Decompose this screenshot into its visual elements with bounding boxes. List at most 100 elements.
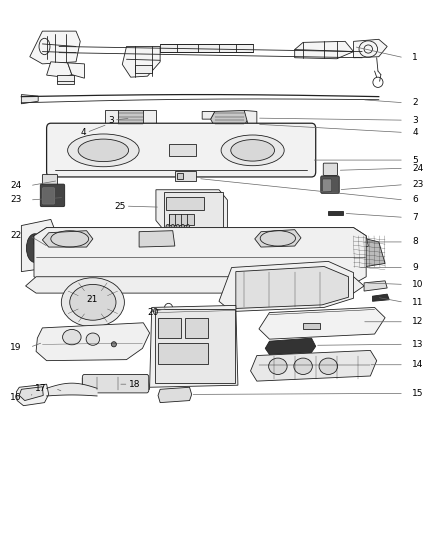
Bar — [158, 318, 181, 338]
Text: 5: 5 — [413, 156, 418, 165]
Polygon shape — [122, 46, 160, 77]
Polygon shape — [34, 228, 368, 251]
Bar — [169, 214, 194, 224]
Text: 19: 19 — [10, 343, 21, 352]
FancyBboxPatch shape — [40, 184, 65, 207]
Polygon shape — [158, 387, 192, 402]
Bar — [155, 309, 235, 383]
Text: 8: 8 — [413, 237, 418, 246]
Text: 11: 11 — [413, 298, 424, 307]
Ellipse shape — [231, 140, 275, 161]
Text: 2: 2 — [413, 98, 418, 107]
Bar — [328, 211, 343, 215]
Polygon shape — [160, 44, 253, 52]
Ellipse shape — [70, 285, 116, 320]
Polygon shape — [353, 39, 387, 58]
Text: 20: 20 — [148, 308, 159, 317]
Polygon shape — [150, 305, 238, 387]
Polygon shape — [202, 111, 215, 119]
Text: 1: 1 — [413, 53, 418, 62]
FancyBboxPatch shape — [42, 188, 55, 204]
Ellipse shape — [181, 224, 184, 229]
Text: 18: 18 — [129, 379, 140, 389]
Ellipse shape — [61, 278, 124, 327]
Text: 25: 25 — [114, 201, 126, 211]
Bar — [164, 192, 223, 228]
Polygon shape — [244, 110, 257, 126]
Bar — [158, 343, 208, 364]
Bar — [166, 197, 204, 210]
Polygon shape — [295, 42, 353, 59]
FancyBboxPatch shape — [46, 123, 316, 177]
Polygon shape — [259, 308, 385, 339]
Ellipse shape — [63, 329, 81, 345]
Polygon shape — [251, 350, 377, 381]
FancyBboxPatch shape — [42, 174, 57, 187]
Bar — [177, 173, 183, 179]
Text: 24: 24 — [413, 164, 424, 173]
Polygon shape — [255, 230, 301, 247]
Polygon shape — [364, 281, 387, 291]
Polygon shape — [106, 110, 118, 126]
Polygon shape — [265, 338, 316, 354]
Polygon shape — [34, 228, 366, 284]
Ellipse shape — [221, 135, 284, 166]
Text: 23: 23 — [413, 180, 424, 189]
Text: 12: 12 — [413, 317, 424, 326]
Text: 9: 9 — [413, 263, 418, 272]
Polygon shape — [30, 31, 80, 64]
Polygon shape — [114, 110, 148, 126]
Text: 17: 17 — [35, 384, 46, 393]
Ellipse shape — [111, 342, 117, 347]
Polygon shape — [42, 231, 93, 247]
Polygon shape — [372, 294, 389, 301]
Text: 4: 4 — [413, 128, 418, 137]
Ellipse shape — [86, 333, 99, 345]
Bar — [169, 144, 196, 156]
Text: 16: 16 — [10, 393, 21, 402]
Text: 13: 13 — [413, 340, 424, 349]
Ellipse shape — [268, 358, 287, 375]
Text: 22: 22 — [10, 231, 21, 240]
Text: 3: 3 — [108, 116, 114, 125]
Polygon shape — [16, 384, 49, 406]
Ellipse shape — [186, 224, 190, 229]
Bar — [185, 318, 208, 338]
Text: 24: 24 — [10, 181, 21, 190]
Polygon shape — [156, 190, 227, 231]
Polygon shape — [36, 323, 150, 361]
Polygon shape — [82, 375, 150, 392]
Bar — [135, 65, 152, 73]
Polygon shape — [236, 266, 349, 309]
FancyBboxPatch shape — [322, 179, 332, 191]
Bar — [303, 323, 320, 329]
Ellipse shape — [176, 224, 180, 229]
Polygon shape — [21, 94, 38, 104]
Text: 15: 15 — [413, 389, 424, 398]
Text: 10: 10 — [413, 280, 424, 289]
Bar — [57, 75, 74, 84]
Polygon shape — [25, 277, 364, 293]
Text: 6: 6 — [413, 196, 418, 205]
Text: 14: 14 — [413, 360, 424, 369]
Polygon shape — [353, 236, 385, 268]
Text: 21: 21 — [87, 295, 98, 304]
Text: 3: 3 — [413, 116, 418, 125]
Ellipse shape — [67, 134, 139, 167]
Ellipse shape — [294, 358, 312, 375]
Polygon shape — [143, 110, 156, 126]
Ellipse shape — [78, 139, 129, 161]
FancyBboxPatch shape — [82, 375, 149, 393]
Text: 23: 23 — [10, 196, 21, 205]
Text: 7: 7 — [413, 213, 418, 222]
Polygon shape — [211, 110, 248, 127]
Ellipse shape — [166, 224, 170, 229]
FancyBboxPatch shape — [323, 163, 338, 175]
Ellipse shape — [319, 358, 338, 375]
Ellipse shape — [26, 234, 43, 262]
Polygon shape — [67, 63, 85, 78]
Bar — [175, 171, 196, 181]
FancyBboxPatch shape — [321, 176, 339, 193]
Polygon shape — [21, 220, 57, 272]
Polygon shape — [46, 62, 72, 77]
